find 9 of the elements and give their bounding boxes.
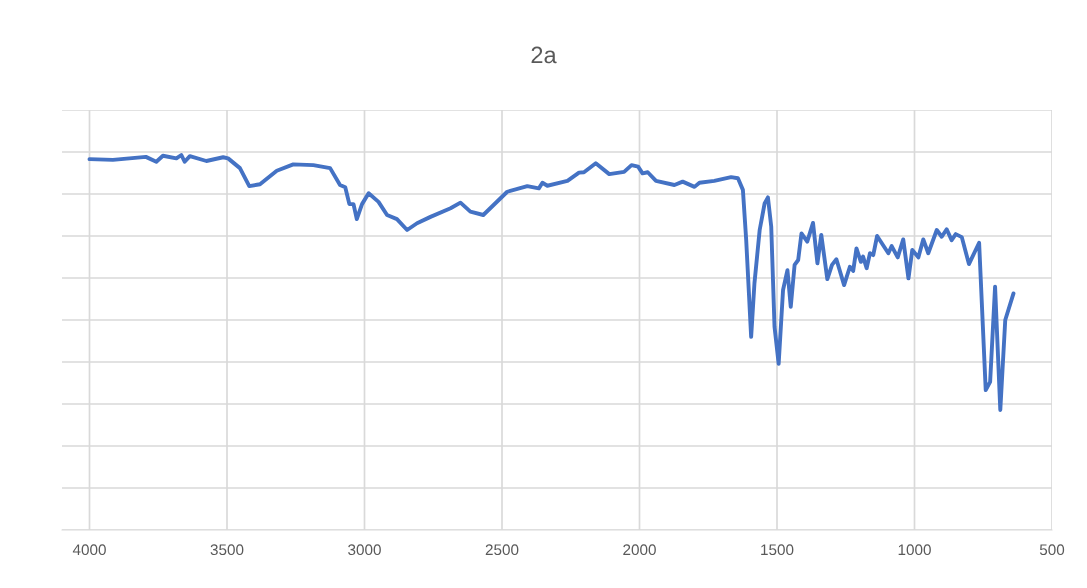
chart-title: 2a	[531, 46, 557, 64]
x-tick-label: 2500	[485, 544, 519, 556]
x-tick-label: 1000	[898, 544, 931, 556]
x-tick-label: 1500	[761, 544, 794, 556]
x-tick-label: 500	[1039, 544, 1065, 556]
x-tick-label: 2000	[623, 544, 656, 556]
x-tick-label: 3500	[210, 544, 244, 556]
x-tick-label: 3000	[348, 544, 381, 556]
x-tick-label: 4000	[72, 544, 106, 556]
